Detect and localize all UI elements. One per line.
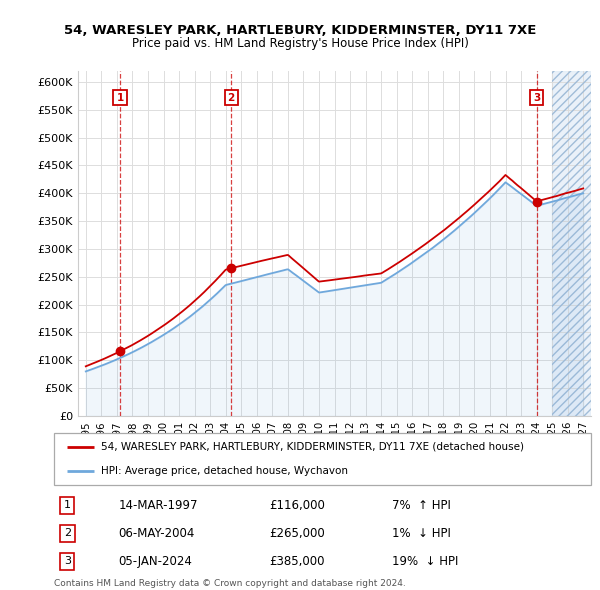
- Text: 2: 2: [227, 93, 235, 103]
- Bar: [552, 71, 591, 416]
- Text: 3: 3: [64, 556, 71, 566]
- Text: £265,000: £265,000: [269, 527, 325, 540]
- Text: 1%  ↓ HPI: 1% ↓ HPI: [392, 527, 451, 540]
- Text: 14-MAR-1997: 14-MAR-1997: [118, 499, 198, 512]
- Text: 05-JAN-2024: 05-JAN-2024: [118, 555, 193, 568]
- Text: 1: 1: [116, 93, 124, 103]
- FancyBboxPatch shape: [54, 433, 591, 485]
- Bar: [552, 71, 591, 416]
- Text: Contains HM Land Registry data © Crown copyright and database right 2024.
This d: Contains HM Land Registry data © Crown c…: [54, 579, 406, 590]
- Text: 7%  ↑ HPI: 7% ↑ HPI: [392, 499, 451, 512]
- Text: 19%  ↓ HPI: 19% ↓ HPI: [392, 555, 458, 568]
- Text: Price paid vs. HM Land Registry's House Price Index (HPI): Price paid vs. HM Land Registry's House …: [131, 37, 469, 50]
- Text: 2: 2: [64, 529, 71, 538]
- Text: £116,000: £116,000: [269, 499, 325, 512]
- Text: £385,000: £385,000: [269, 555, 325, 568]
- Text: 3: 3: [533, 93, 541, 103]
- Text: 54, WARESLEY PARK, HARTLEBURY, KIDDERMINSTER, DY11 7XE (detached house): 54, WARESLEY PARK, HARTLEBURY, KIDDERMIN…: [101, 441, 524, 451]
- Text: 1: 1: [64, 500, 71, 510]
- Text: HPI: Average price, detached house, Wychavon: HPI: Average price, detached house, Wych…: [101, 467, 348, 477]
- Text: 54, WARESLEY PARK, HARTLEBURY, KIDDERMINSTER, DY11 7XE: 54, WARESLEY PARK, HARTLEBURY, KIDDERMIN…: [64, 24, 536, 37]
- Text: 06-MAY-2004: 06-MAY-2004: [118, 527, 195, 540]
